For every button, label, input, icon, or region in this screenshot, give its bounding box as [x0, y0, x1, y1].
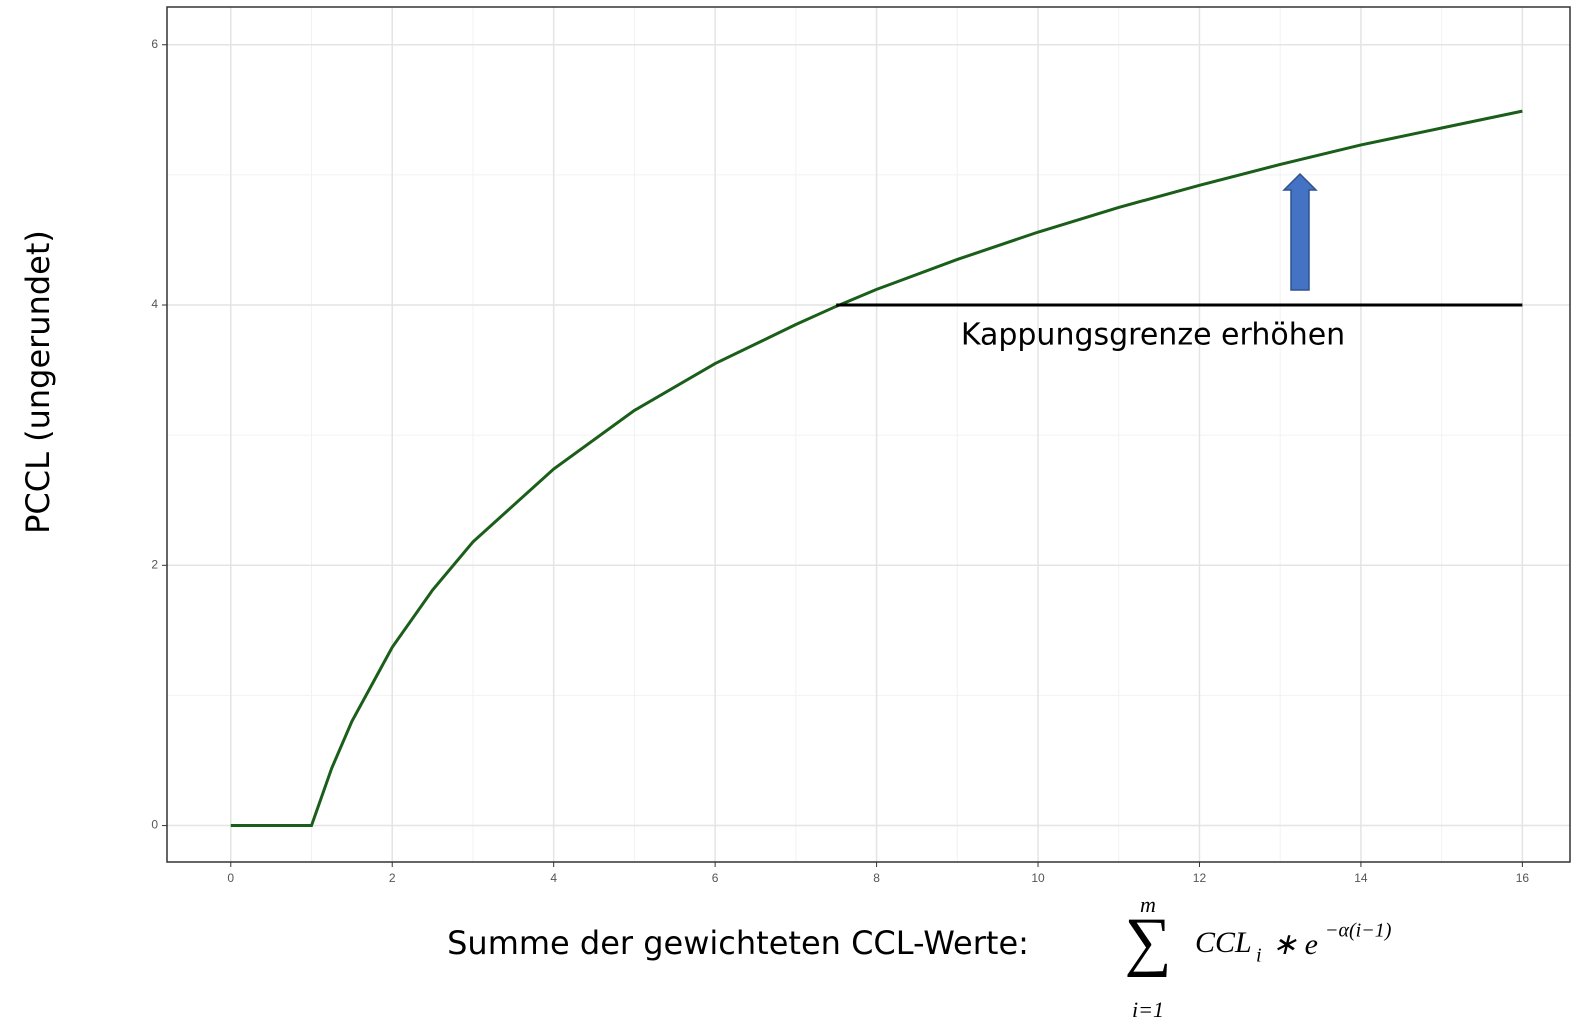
formula-lower: i=1	[1132, 997, 1164, 1022]
formula-sum: ∑	[1124, 905, 1171, 978]
formula-sub: i	[1256, 945, 1262, 967]
line	[230, 109, 1523, 828]
y-axis-label: PCCL (ungerundet)	[19, 230, 57, 534]
x-tick-label: 16	[1516, 871, 1530, 885]
y-tick-label: 6	[151, 37, 158, 51]
formula-op: ∗ e	[1272, 928, 1318, 961]
x-tick-label: 12	[1193, 871, 1207, 885]
x-tick-label: 14	[1354, 871, 1368, 885]
x-tick-label: 0	[227, 871, 234, 885]
annotation: Kappungsgrenze erhöhen	[961, 318, 1345, 353]
x-axis-label: Summe der gewichteten CCL-Werte:	[447, 924, 1029, 962]
arrow	[1282, 172, 1318, 291]
formula-upper: m	[1140, 892, 1156, 917]
formula-term: CCL	[1195, 926, 1252, 959]
plot-border	[166, 6, 1571, 863]
y-tick-label: 2	[151, 557, 158, 571]
x-tick-label: 2	[389, 871, 396, 885]
y-tick-label: 0	[151, 818, 158, 832]
x-tick-label: 6	[712, 871, 719, 885]
formula-exponent: −α(i−1)	[1325, 920, 1392, 942]
x-tick-label: 4	[550, 871, 557, 885]
x-tick-label: 10	[1031, 871, 1045, 885]
x-tick-label: 8	[873, 871, 880, 885]
y-tick-label: 4	[151, 297, 158, 311]
